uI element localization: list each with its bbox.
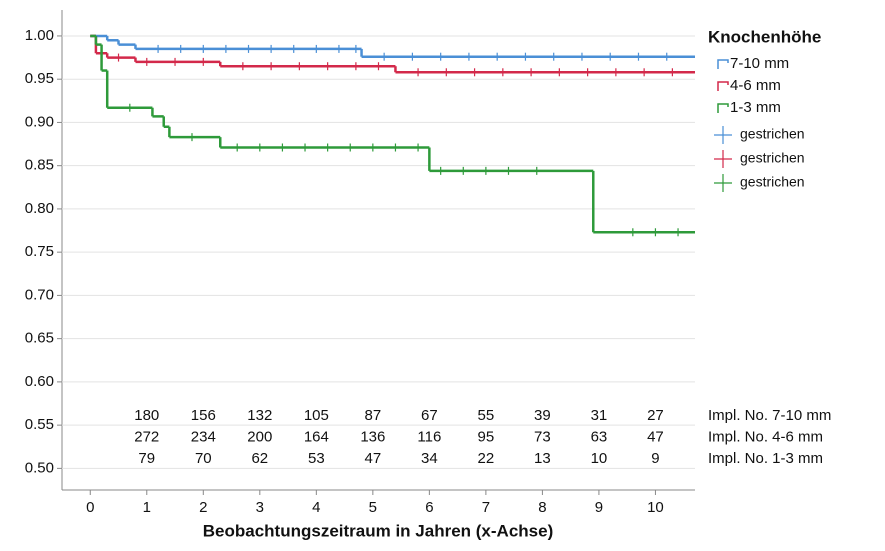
risk-count: 79	[138, 450, 155, 467]
risk-count: 200	[247, 428, 272, 445]
risk-count: 13	[534, 450, 551, 467]
risk-count: 234	[191, 428, 216, 445]
risk-count: 22	[478, 450, 495, 467]
legend-symbol	[717, 59, 729, 69]
x-tick-label: 9	[595, 499, 603, 516]
x-tick-label: 10	[647, 499, 664, 516]
risk-count: 9	[651, 450, 659, 467]
x-tick-label: 0	[86, 499, 94, 516]
risk-count: 87	[365, 407, 382, 424]
y-tick-label: 0.65	[25, 330, 54, 347]
y-tick-label: 0.55	[25, 416, 54, 433]
x-tick-label: 2	[199, 499, 207, 516]
risk-count: 67	[421, 407, 438, 424]
risk-count: 95	[478, 428, 495, 445]
legend-title: Knochenhöhe	[708, 27, 821, 46]
risk-count: 164	[304, 428, 329, 445]
legend-label: 4-6 mm	[730, 77, 781, 94]
y-tick-label: 0.50	[25, 459, 54, 476]
legend-label: gestrichen	[740, 150, 805, 166]
risk-count: 73	[534, 428, 551, 445]
y-tick-label: 1.00	[25, 27, 54, 44]
risk-count: 47	[647, 428, 664, 445]
x-tick-label: 1	[143, 499, 151, 516]
risk-count: 53	[308, 450, 325, 467]
legend-symbol	[717, 103, 729, 113]
risk-count: 180	[134, 407, 159, 424]
y-tick-label: 0.95	[25, 70, 54, 87]
risk-row-label: Impl. No. 4-6 mm	[708, 428, 823, 445]
risk-count: 10	[591, 450, 608, 467]
legend-symbol	[714, 174, 732, 192]
y-tick-label: 0.80	[25, 200, 54, 217]
x-tick-label: 3	[256, 499, 264, 516]
risk-count: 34	[421, 450, 438, 467]
legend-label: 1-3 mm	[730, 99, 781, 116]
legend-label: gestrichen	[740, 126, 805, 142]
risk-count: 70	[195, 450, 212, 467]
risk-count: 27	[647, 407, 664, 424]
legend-symbol	[714, 150, 732, 168]
risk-count: 55	[478, 407, 495, 424]
risk-count: 105	[304, 407, 329, 424]
risk-count: 39	[534, 407, 551, 424]
risk-count: 272	[134, 428, 159, 445]
risk-count: 156	[191, 407, 216, 424]
y-tick-label: 0.85	[25, 157, 54, 174]
x-tick-label: 4	[312, 499, 320, 516]
x-tick-label: 8	[538, 499, 546, 516]
risk-count: 136	[360, 428, 385, 445]
risk-row-label: Impl. No. 1-3 mm	[708, 450, 823, 467]
risk-count: 47	[365, 450, 382, 467]
x-axis-label: Beobachtungszeitraum in Jahren (x-Achse)	[203, 521, 553, 540]
risk-count: 31	[591, 407, 608, 424]
legend-label: 7-10 mm	[730, 55, 789, 72]
legend-label: gestrichen	[740, 174, 805, 190]
risk-count: 116	[417, 428, 441, 445]
risk-row-label: Impl. No. 7-10 mm	[708, 407, 831, 424]
risk-count: 62	[251, 450, 268, 467]
x-tick-label: 5	[369, 499, 377, 516]
risk-count: 132	[247, 407, 272, 424]
risk-count: 63	[591, 428, 608, 445]
y-tick-label: 0.90	[25, 113, 54, 130]
x-tick-label: 6	[425, 499, 433, 516]
y-tick-label: 0.75	[25, 243, 54, 260]
x-tick-label: 7	[482, 499, 490, 516]
y-tick-label: 0.70	[25, 286, 54, 303]
y-tick-label: 0.60	[25, 373, 54, 390]
legend-symbol	[714, 126, 732, 144]
legend-symbol	[717, 81, 729, 91]
